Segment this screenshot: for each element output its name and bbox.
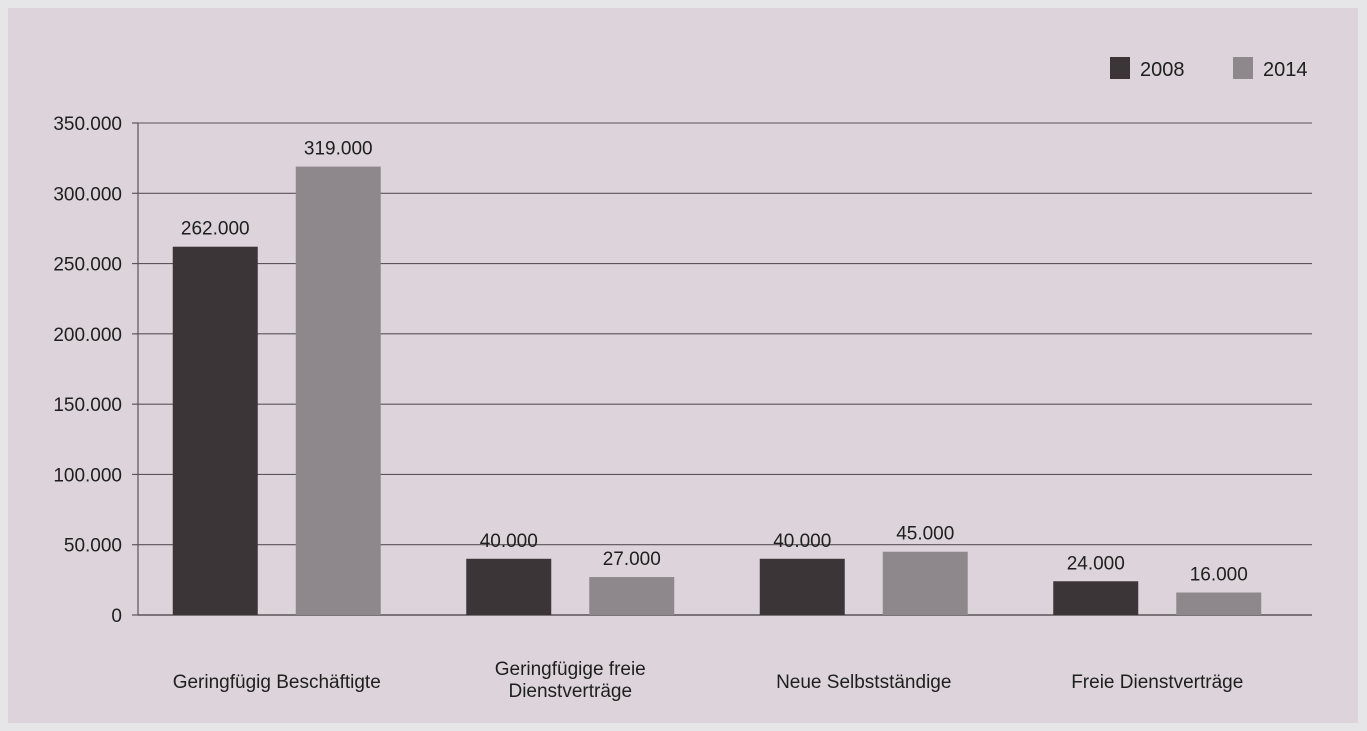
- legend-swatch-2008: [1110, 57, 1130, 79]
- bar-2014: [1176, 592, 1262, 615]
- bar-2014: [295, 166, 381, 615]
- data-label: 40.000: [480, 531, 538, 552]
- bar-chart: 0 50.000 100.000 150.000 200.000 250.000 300.0…: [53, 57, 1312, 702]
- data-label: 40.000: [773, 531, 831, 552]
- category-label: Freie Dienstverträge: [1071, 672, 1243, 693]
- y-tick-label: 0: [111, 606, 122, 627]
- bar-2008: [172, 246, 258, 615]
- y-axis: 0 50.000 100.000 150.000 200.000 250.000 300.0…: [53, 114, 139, 627]
- category-label: Geringfügig Beschäftigte: [173, 672, 381, 693]
- category-label: Geringfügige freie: [495, 659, 646, 680]
- data-label: 16.000: [1190, 565, 1248, 586]
- category-label: Dienstverträge: [508, 681, 632, 702]
- y-tick-label: 50.000: [64, 536, 122, 557]
- x-axis-labels: Geringfügig Beschäftigte Geringfügige fre…: [173, 659, 1244, 702]
- data-label: 45.000: [896, 524, 954, 545]
- legend-swatch-2014: [1233, 57, 1253, 79]
- data-label: 262.000: [181, 219, 250, 240]
- data-label: 319.000: [304, 139, 373, 160]
- legend: 2008 2014: [1110, 57, 1308, 81]
- data-label: 24.000: [1067, 553, 1125, 574]
- y-tick-label: 250.000: [53, 255, 122, 276]
- category-label: Neue Selbstständige: [776, 672, 951, 693]
- y-tick-label: 150.000: [53, 395, 122, 416]
- bar-2014: [882, 551, 968, 615]
- bar-2008: [1053, 581, 1139, 615]
- y-tick-label: 100.000: [53, 465, 122, 486]
- data-label: 27.000: [603, 549, 661, 570]
- y-tick-label: 350.000: [53, 114, 122, 135]
- y-tick-label: 200.000: [53, 325, 122, 346]
- chart-panel: 0 50.000 100.000 150.000 200.000 250.000 300.0…: [8, 8, 1358, 723]
- bar-2014: [589, 577, 675, 615]
- bar-2008: [759, 558, 845, 615]
- legend-label: 2008: [1140, 59, 1185, 81]
- y-tick-label: 300.000: [53, 184, 122, 205]
- bars: 262.000 319.000 40.000 27.000 40.000 45.000 24…: [172, 139, 1262, 615]
- bar-2008: [466, 558, 552, 615]
- legend-label: 2014: [1263, 59, 1308, 81]
